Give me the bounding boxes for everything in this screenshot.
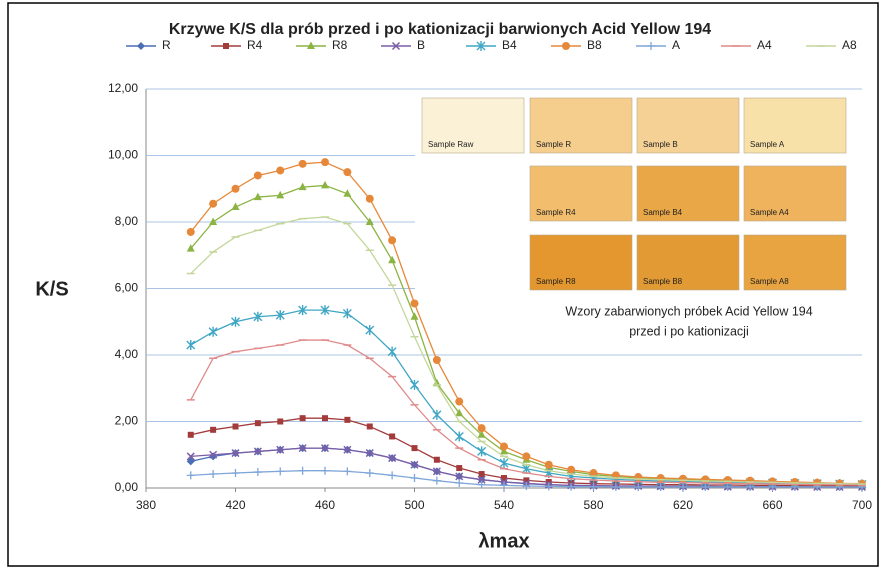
x-tick-label: 380 — [136, 498, 156, 512]
legend-label: B — [417, 38, 425, 52]
y-tick-label: 4,00 — [115, 347, 139, 361]
y-tick-label: 12,00 — [108, 81, 138, 95]
point — [233, 423, 239, 429]
swatch-label: Sample B8 — [643, 277, 683, 286]
point — [411, 299, 419, 307]
point — [299, 160, 307, 168]
point — [456, 465, 462, 471]
point — [434, 457, 440, 463]
chart: Krzywe K/S dla prób przed i po kationiza… — [0, 0, 887, 574]
x-tick-label: 460 — [315, 498, 335, 512]
legend-label: A4 — [757, 38, 772, 52]
x-tick-label: 580 — [583, 498, 603, 512]
swatch-label: Sample R8 — [536, 277, 576, 286]
point — [412, 445, 418, 451]
point — [277, 419, 283, 425]
point — [567, 466, 575, 474]
y-tick-label: 0,00 — [115, 480, 139, 494]
point — [522, 452, 530, 460]
point — [321, 158, 329, 166]
swatch-label: Sample R4 — [536, 208, 576, 217]
swatch-label: Sample A8 — [750, 277, 789, 286]
point — [322, 415, 328, 421]
point — [389, 433, 395, 439]
swatch-label: Sample R — [536, 140, 571, 149]
point — [701, 475, 709, 483]
legend-label: A — [672, 38, 680, 52]
legend-marker — [223, 43, 229, 49]
y-tick-label: 8,00 — [115, 214, 139, 228]
swatch-label: Sample Raw — [428, 140, 474, 149]
swatch-label: Sample B — [643, 140, 678, 149]
annotation: przed i po kationizacji — [629, 324, 749, 338]
x-tick-label: 500 — [404, 498, 424, 512]
point — [276, 166, 284, 174]
legend-marker — [562, 42, 570, 50]
point — [479, 471, 485, 477]
point — [367, 423, 373, 429]
point — [366, 195, 374, 203]
y-tick-label: 2,00 — [115, 414, 139, 428]
y-tick-label: 10,00 — [108, 148, 138, 162]
point — [188, 432, 194, 438]
point — [255, 420, 261, 426]
point — [210, 427, 216, 433]
point — [232, 185, 240, 193]
x-tick-label: 540 — [494, 498, 514, 512]
x-tick-label: 660 — [762, 498, 782, 512]
legend-label: B8 — [587, 38, 602, 52]
swatch-label: Sample B4 — [643, 208, 683, 217]
x-tick-label: 700 — [852, 498, 872, 512]
point — [433, 356, 441, 364]
x-tick-label: 620 — [673, 498, 693, 512]
y-tick-label: 6,00 — [115, 281, 139, 295]
point — [679, 475, 687, 483]
point — [657, 474, 665, 482]
swatch-label: Sample A — [750, 140, 785, 149]
legend-label: R8 — [332, 38, 348, 52]
swatch-label: Sample A4 — [750, 208, 789, 217]
point — [187, 228, 195, 236]
x-axis-label: λmax — [478, 530, 529, 552]
legend-label: R — [162, 38, 171, 52]
point — [254, 171, 262, 179]
point — [478, 424, 486, 432]
point — [455, 398, 463, 406]
x-tick-label: 420 — [225, 498, 245, 512]
point — [300, 415, 306, 421]
point — [545, 461, 553, 469]
point — [500, 442, 508, 450]
point — [209, 200, 217, 208]
annotation: Wzory zabarwionych próbek Acid Yellow 19… — [565, 304, 812, 318]
legend-label: A8 — [842, 38, 857, 52]
point — [634, 473, 642, 481]
point — [343, 168, 351, 176]
point — [344, 417, 350, 423]
legend-label: B4 — [502, 38, 517, 52]
point — [388, 236, 396, 244]
legend-label: R4 — [247, 38, 263, 52]
chart-title: Krzywe K/S dla prób przed i po kationiza… — [169, 21, 711, 38]
y-axis-label: K/S — [35, 278, 68, 300]
